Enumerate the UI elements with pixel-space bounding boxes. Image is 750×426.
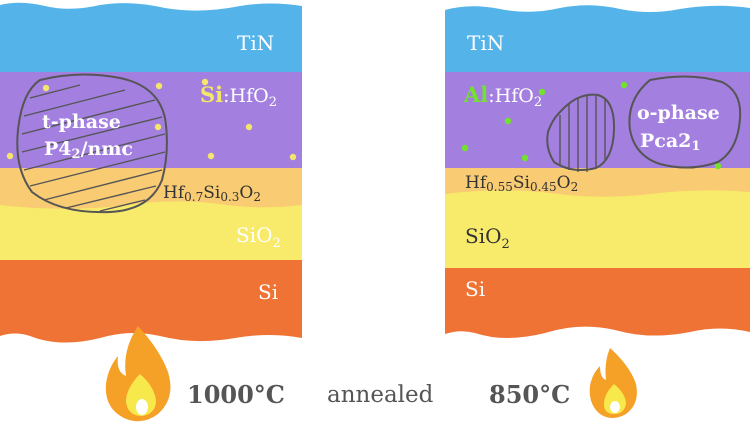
dopant-dot (289, 153, 297, 161)
left-hfo2-label: Si:HfO2 (200, 82, 277, 110)
si-dopant-dots (6, 78, 297, 161)
flame-core (610, 401, 620, 413)
dopant-dot (207, 152, 215, 160)
right-flame-icon (589, 348, 637, 418)
grain-outline (628, 75, 742, 169)
dopant-dot (154, 123, 162, 131)
left-flame-icon (105, 326, 171, 422)
o-phase-grain: o-phase Pca21 (628, 75, 742, 169)
dopant-dot (6, 152, 14, 160)
right-sio2-label: SiO2 (465, 224, 510, 252)
dopant-dot (201, 78, 209, 86)
dopant-dot (521, 154, 529, 162)
grain-hatch (21, 84, 166, 212)
right-tin-label: TiN (467, 31, 504, 55)
dopant-dot (538, 88, 546, 96)
dopant-dot (245, 123, 253, 131)
left-tin-label: TiN (237, 31, 274, 55)
dopant-dot (620, 81, 628, 89)
left-stack: t-phase P42/nmc TiN Si:HfO2 Hf0.7Si0.3O2… (0, 2, 302, 343)
flame-core (136, 399, 148, 415)
right-stack: o-phase Pca21 TiN Al:HfO2 Hf0.55Si0.45O2… (445, 5, 750, 338)
grain-outline (16, 73, 168, 214)
left-si-label: Si (258, 280, 278, 304)
o-phase-space-group: Pca21 (640, 130, 700, 154)
left-interlayer (0, 168, 302, 210)
t-phase-space-group: P42/nmc (44, 138, 133, 162)
right-sio2-layer (445, 190, 750, 270)
right-hfo2-layer (445, 72, 750, 170)
left-si-layer (0, 260, 302, 343)
right-temperature: 850°C (489, 380, 570, 409)
dopant-dot (461, 144, 469, 152)
o-phase-label: o-phase (637, 102, 720, 124)
right-hfo2-label: Al:HfO2 (463, 82, 542, 110)
dopant-dot (155, 82, 163, 90)
left-hfo2-layer (0, 72, 302, 170)
left-sio2-label: SiO2 (236, 223, 281, 251)
right-si-layer (445, 268, 750, 338)
right-tin-layer (445, 5, 750, 76)
o-phase-small-grain (546, 93, 616, 172)
left-sio2-layer (0, 201, 302, 262)
flame-inner (604, 384, 626, 414)
dopant-dot (42, 84, 50, 92)
left-temperature: 1000°C (187, 380, 285, 409)
left-tin-layer (0, 2, 302, 76)
right-si-label: Si (465, 277, 485, 301)
flame-inner (126, 374, 156, 416)
right-interlayer-label: Hf0.55Si0.45O2 (465, 173, 578, 194)
t-phase-label: t-phase (42, 111, 121, 133)
right-interlayer (445, 168, 750, 198)
al-dopant-dots (461, 81, 722, 170)
t-phase-grain: t-phase P42/nmc (16, 73, 168, 214)
annealed-label: annealed (327, 382, 434, 408)
dopant-dot (504, 117, 512, 125)
dopant-dot (714, 162, 722, 170)
grain-hatch (559, 95, 606, 172)
left-interlayer-label: Hf0.7Si0.3O2 (163, 183, 261, 204)
